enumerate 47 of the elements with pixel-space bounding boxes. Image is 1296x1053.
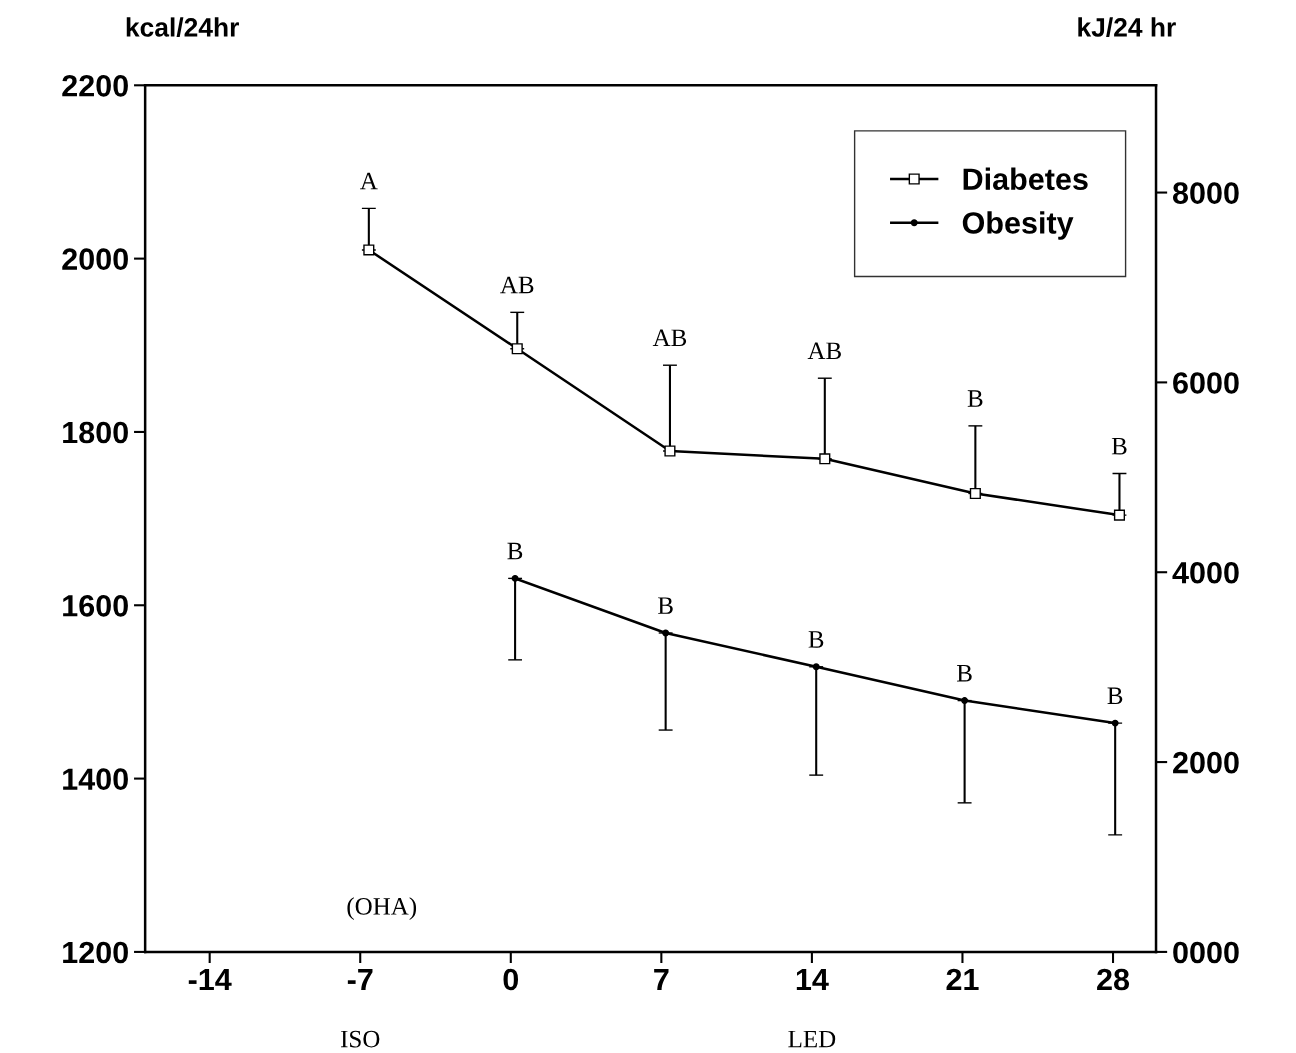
x-tick-label: 0 <box>503 968 519 991</box>
y-tick-label: 1200 <box>63 941 128 964</box>
y-axis-title: kcal/24hr <box>126 17 239 38</box>
point <box>812 663 820 671</box>
point <box>363 244 375 256</box>
x-tick-label: 21 <box>946 968 979 991</box>
y-tick-label: 1600 <box>63 595 128 617</box>
x-tick-label: -7 <box>347 969 373 991</box>
y2-tick-label: 4000 <box>1172 561 1239 584</box>
point <box>961 697 969 705</box>
text: LED <box>788 1030 836 1048</box>
y-tick-label: 2000 <box>62 248 128 270</box>
point <box>819 453 831 465</box>
x-tick-label: 14 <box>796 969 829 991</box>
annotation: AB <box>807 342 841 360</box>
x-tick-label: 7 <box>654 969 669 991</box>
y2-tick-label: 0000 <box>1173 941 1239 964</box>
annotation: B <box>1107 687 1123 704</box>
annotation: B <box>507 542 523 560</box>
annotation: B <box>808 631 824 648</box>
y2-tick-label: 2000 <box>1173 751 1239 774</box>
point <box>1113 509 1126 521</box>
legend-label: Diabetes <box>963 167 1088 191</box>
y2-axis-title: kJ/24 hr <box>1078 17 1176 38</box>
annotation: A <box>360 172 378 190</box>
annotation: AB <box>652 329 687 347</box>
point <box>664 445 676 457</box>
annotation: B <box>956 665 972 682</box>
x-tick-label: -14 <box>188 969 232 991</box>
annotation: AB <box>500 276 534 294</box>
annotation: (OHA) <box>347 897 417 920</box>
point <box>969 487 981 500</box>
point <box>662 629 670 637</box>
annotation: B <box>658 597 673 614</box>
y-tick-label: 1800 <box>63 421 128 444</box>
y-tick-label: 2200 <box>62 75 128 97</box>
y2-tick-label: 6000 <box>1173 372 1239 394</box>
point <box>1111 719 1119 727</box>
y2-tick-label: 8000 <box>1172 182 1239 204</box>
legend-label: Obesity <box>962 211 1074 240</box>
text: ISO <box>340 1030 380 1048</box>
point <box>511 343 523 355</box>
annotation: B <box>967 390 983 407</box>
x-tick-label: 28 <box>1097 968 1130 991</box>
y-tick-label: 1400 <box>63 768 128 790</box>
point <box>511 574 519 582</box>
annotation: B <box>1111 437 1127 455</box>
